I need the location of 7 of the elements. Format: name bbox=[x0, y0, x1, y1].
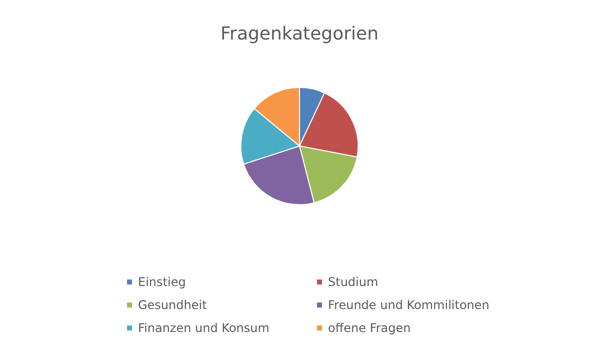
chart-title: Fragenkategorien bbox=[220, 24, 378, 44]
legend-label: Gesundheit bbox=[138, 298, 208, 312]
legend-label: Einstieg bbox=[138, 275, 186, 289]
legend-label: Finanzen und Konsum bbox=[138, 321, 270, 335]
legend-label: Studium bbox=[328, 275, 378, 289]
legend-label: offene Fragen bbox=[328, 321, 411, 335]
legend-label: Freunde und Kommilitonen bbox=[328, 298, 490, 312]
